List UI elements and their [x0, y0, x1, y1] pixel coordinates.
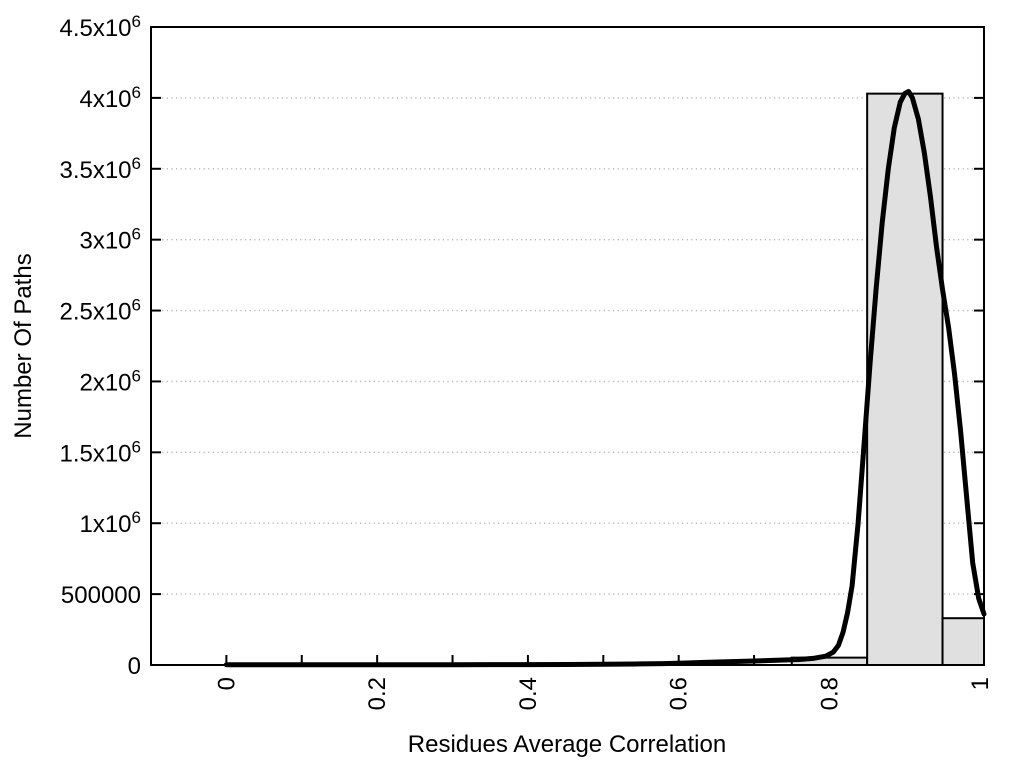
y-tick-label: 3x106 — [79, 225, 141, 255]
y-tick-label: 2x106 — [79, 366, 141, 396]
y-tick-label: 500000 — [61, 582, 141, 609]
y-tick-label: 4x106 — [79, 83, 141, 113]
y-tick-label: 0 — [128, 653, 141, 680]
histogram-bar — [866, 92, 944, 666]
x-tick-label: 0.8 — [816, 677, 843, 710]
x-tick-label: 1 — [967, 677, 994, 690]
y-tick-label: 4.5x106 — [59, 12, 141, 42]
x-tick-label: 0.2 — [364, 677, 391, 710]
x-axis-title: Residues Average Correlation — [407, 731, 727, 758]
x-tick-label: 0.6 — [666, 677, 693, 710]
x-tick-label: 0.4 — [515, 677, 542, 710]
y-tick-label: 3.5x106 — [59, 154, 141, 184]
y-tick-label: 1.5x106 — [59, 437, 141, 467]
y-axis-title: Number Of Paths — [10, 253, 37, 439]
y-tick-label: 2.5x106 — [59, 296, 141, 326]
x-tick-label: 0 — [213, 677, 240, 690]
plot-border — [150, 26, 985, 666]
y-tick-label: 1x106 — [79, 508, 141, 538]
histogram-bar — [941, 617, 985, 666]
